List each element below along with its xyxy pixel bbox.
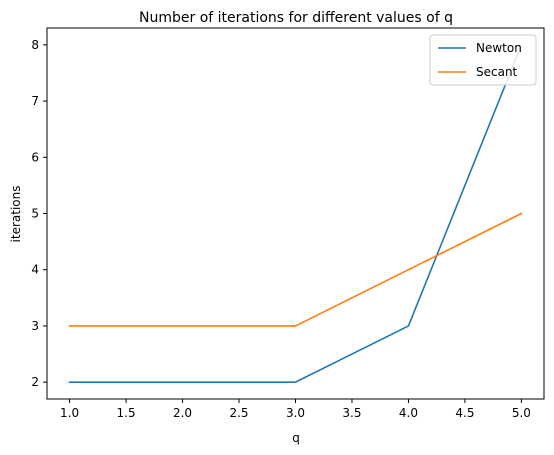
x-tick-label: 2.0	[173, 406, 192, 420]
y-tick-label: 6	[31, 150, 39, 164]
series-line-newton	[68, 43, 523, 383]
x-tick-label: 1.0	[60, 406, 79, 420]
x-tick-label: 4.5	[455, 406, 474, 420]
x-tick-label: 3.5	[342, 406, 361, 420]
y-tick-label: 4	[31, 263, 39, 277]
y-axis-label: iterations	[9, 186, 23, 243]
series-line-secant	[68, 212, 523, 327]
y-tick-label: 5	[31, 207, 39, 221]
y-tick-label: 3	[31, 319, 39, 333]
y-tick-label: 8	[31, 38, 39, 52]
y-axis-ticks: 2 3 4 5 6 7 8	[31, 38, 47, 389]
legend: Newton Secant	[429, 34, 537, 86]
series-layer	[68, 43, 523, 383]
x-axis-ticks: 1.0 1.5 2.0 2.5 3.0 3.5 4.0 4.5 5.0	[60, 399, 531, 420]
chart-title: Number of iterations for different value…	[139, 10, 453, 26]
x-tick-label: 2.5	[229, 406, 248, 420]
legend-label-newton: Newton	[476, 41, 522, 55]
x-tick-label: 1.5	[117, 406, 136, 420]
x-tick-label: 4.0	[399, 406, 418, 420]
y-tick-label: 7	[31, 94, 39, 108]
legend-label-secant: Secant	[476, 65, 518, 79]
x-tick-label: 3.0	[286, 406, 305, 420]
x-axis-label: q	[292, 431, 300, 445]
x-tick-label: 5.0	[512, 406, 531, 420]
y-tick-label: 2	[31, 375, 39, 389]
